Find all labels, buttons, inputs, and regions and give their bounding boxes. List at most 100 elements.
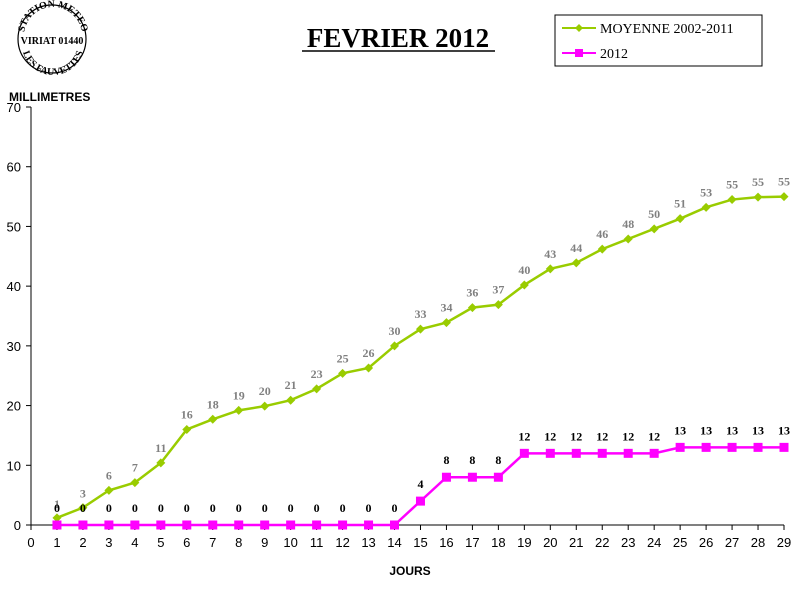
y-tick-label: 50 [7,219,21,234]
x-tick-label: 19 [517,535,531,550]
data-label-2012: 0 [210,501,216,515]
data-label-moyenne: 20 [259,384,271,398]
data-point-2012 [78,520,88,530]
station-stamp: STATION METEO VIRIAT 01440 LES FAUVETTES [16,0,89,78]
x-axis-label: JOURS [389,564,430,578]
data-point-2012 [208,520,218,530]
data-point-2012 [390,520,400,530]
x-tick-label: 18 [491,535,505,550]
data-point-2012 [338,520,348,530]
data-label-moyenne: 25 [337,351,349,365]
data-label-2012: 0 [366,501,372,515]
data-label-2012: 0 [392,501,398,515]
data-point-moyenne [675,214,685,224]
data-point-2012 [519,448,529,458]
legend-marker-moyenne [575,24,583,32]
data-label-2012: 0 [262,501,268,515]
data-label-2012: 0 [54,501,60,515]
data-point-2012 [441,472,451,482]
data-point-2012 [597,448,607,458]
data-point-moyenne [779,192,789,202]
data-point-moyenne [597,244,607,254]
data-point-moyenne [727,195,737,205]
y-axis-label: MILLIMETRES [9,90,90,104]
x-tick-label: 20 [543,535,557,550]
data-point-moyenne [415,324,425,334]
data-label-moyenne: 50 [648,207,660,221]
x-tick-label: 4 [131,535,138,550]
data-point-2012 [571,448,581,458]
data-point-moyenne [52,513,62,523]
x-tick-label: 10 [283,535,297,550]
data-label-moyenne: 46 [596,227,608,241]
x-tick-label: 27 [725,535,739,550]
y-tick-label: 70 [7,100,21,115]
data-label-moyenne: 40 [518,263,530,277]
data-label-moyenne: 11 [155,441,166,455]
data-point-moyenne [208,414,218,424]
data-label-2012: 13 [674,423,686,437]
data-point-moyenne [519,280,529,290]
x-tick-label: 11 [310,535,324,550]
y-tick-label: 20 [7,399,21,414]
data-label-2012: 0 [314,501,320,515]
data-point-moyenne [571,258,581,268]
data-point-moyenne [234,405,244,415]
data-label-2012: 0 [236,501,242,515]
data-label-2012: 0 [106,501,112,515]
data-label-moyenne: 37 [492,283,504,297]
data-label-2012: 12 [596,429,608,443]
data-label-moyenne: 48 [622,217,634,231]
data-point-moyenne [312,384,322,394]
data-label-2012: 0 [288,501,294,515]
x-tick-label: 25 [673,535,687,550]
data-label-moyenne: 6 [106,468,112,482]
data-label-moyenne: 21 [285,378,297,392]
data-point-2012 [623,448,633,458]
data-label-moyenne: 19 [233,388,245,402]
x-tick-label: 29 [777,535,791,550]
data-point-moyenne [441,318,451,328]
data-point-2012 [493,472,503,482]
data-label-moyenne: 16 [181,407,193,421]
x-tick-label: 15 [413,535,427,550]
data-label-2012: 8 [469,453,475,467]
x-tick-label: 7 [209,535,216,550]
data-point-2012 [234,520,244,530]
data-point-moyenne [286,395,296,405]
x-tick-label: 12 [335,535,349,550]
data-point-2012 [156,520,166,530]
x-tick-label: 22 [595,535,609,550]
data-label-2012: 8 [495,453,501,467]
data-point-2012 [467,472,477,482]
y-tick-label: 30 [7,339,21,354]
data-label-moyenne: 51 [674,197,686,211]
data-point-moyenne [493,300,503,310]
legend-label-2012: 2012 [600,47,628,62]
data-label-2012: 4 [417,477,423,491]
data-label-2012: 12 [518,429,530,443]
x-tick-label: 17 [465,535,479,550]
x-tick-label: 6 [183,535,190,550]
data-label-moyenne: 33 [414,307,426,321]
data-label-2012: 12 [570,429,582,443]
x-tick-label: 21 [569,535,583,550]
x-tick-label: 23 [621,535,635,550]
data-point-moyenne [78,503,88,513]
data-point-moyenne [753,192,763,202]
x-tick-label: 0 [27,535,34,550]
y-tick-label: 60 [7,160,21,175]
data-point-moyenne [130,478,140,488]
x-tick-label: 5 [157,535,164,550]
x-tick-label: 14 [387,535,401,550]
data-label-2012: 13 [752,423,764,437]
data-point-2012 [701,442,711,452]
data-label-2012: 13 [778,423,790,437]
data-point-moyenne [623,234,633,244]
data-label-moyenne: 55 [726,178,738,192]
data-point-2012 [545,448,555,458]
data-label-moyenne: 26 [363,346,375,360]
x-tick-label: 8 [235,535,242,550]
data-label-moyenne: 18 [207,397,219,411]
data-point-2012 [364,520,374,530]
